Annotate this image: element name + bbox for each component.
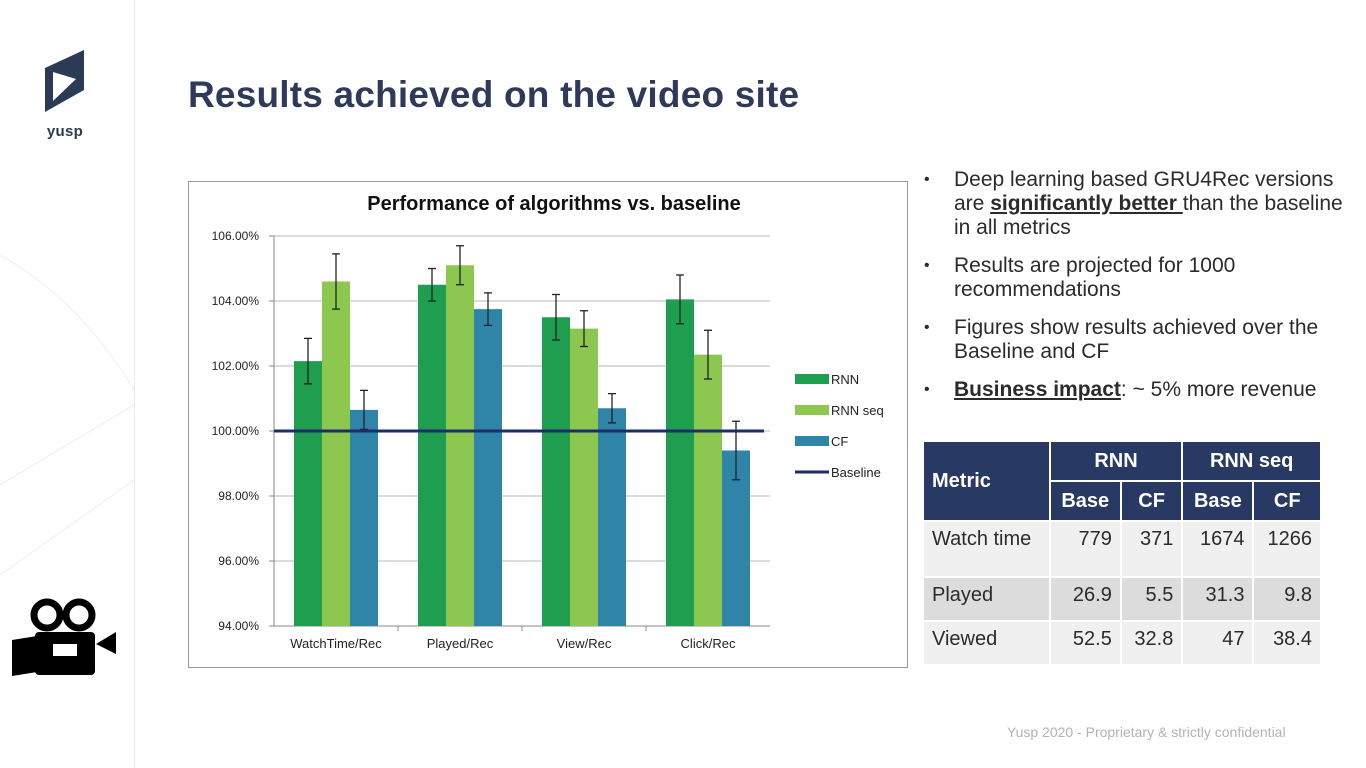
y-tick-label: 96.00% (218, 554, 259, 568)
bar-rnn (666, 299, 694, 626)
results-table: Metric RNN RNN seq Base CF Base CF Watch… (922, 440, 1322, 666)
table-cell: 371 (1119, 520, 1184, 578)
legend-swatch (795, 436, 829, 446)
table-cell: 9.8 (1252, 576, 1322, 622)
y-tick-label: 104.00% (212, 294, 260, 308)
sub-header: Base (1181, 480, 1255, 522)
table-cell: 26.9 (1048, 576, 1122, 622)
sub-header: Base (1048, 480, 1122, 522)
x-tick-label: View/Rec (557, 636, 612, 651)
legend-swatch (795, 405, 829, 415)
bullet-item: • Results are projected for 1000 recommen… (924, 254, 1236, 301)
page-title: Results achieved on the video site (188, 74, 800, 115)
key-points-list: • Deep learning based GRU4Rec versions ar… (922, 168, 1352, 416)
legend-label: Baseline (831, 465, 881, 480)
bar-cf (598, 408, 626, 626)
bar-rnn (418, 284, 446, 626)
logo-text: yusp (46, 123, 84, 140)
table-cell: 38.4 (1252, 620, 1322, 666)
bar-rnn-seq (570, 328, 598, 626)
x-tick-label: Played/Rec (427, 636, 494, 651)
footer-text: Yusp 2020 - Proprietary & strictly confi… (1007, 724, 1286, 740)
table-cell: 1674 (1181, 520, 1255, 578)
table-cell: 1266 (1252, 520, 1322, 578)
table-row: Viewed 52.5 32.8 47 38.4 (922, 620, 1322, 666)
legend-label: RNN seq (831, 403, 884, 418)
x-tick-label: Click/Rec (681, 636, 736, 651)
bullet-item: • Business impact: ~ 5% more revenue (924, 378, 1317, 401)
bar-cf (474, 309, 502, 626)
bar-cf (350, 409, 378, 626)
y-tick-label: 94.00% (218, 619, 259, 633)
background-decoration (0, 254, 135, 576)
yusp-logo: yusp (40, 48, 90, 140)
legend-swatch (795, 374, 829, 384)
legend-label: RNN (831, 372, 859, 387)
table-cell: 47 (1181, 620, 1255, 666)
chart-container: Performance of algorithms vs. baseline 94… (188, 181, 908, 668)
sub-header: CF (1119, 480, 1184, 522)
bar-rnn-seq (322, 281, 350, 626)
table-row: Played 26.9 5.5 31.3 9.8 (922, 576, 1322, 622)
bar-rnn (542, 317, 570, 626)
chart-title: Performance of algorithms vs. baseline (367, 193, 740, 215)
sub-header: CF (1252, 480, 1322, 522)
group-header-rnn: RNN (1048, 440, 1184, 482)
table-cell: 31.3 (1181, 576, 1255, 622)
row-metric: Played (922, 576, 1051, 622)
table-cell: 779 (1048, 520, 1122, 578)
bar-rnn (294, 361, 322, 626)
table-cell: 5.5 (1119, 576, 1184, 622)
y-tick-label: 106.00% (212, 229, 260, 243)
metric-header: Metric (922, 440, 1051, 522)
video-camera-icon (12, 598, 116, 676)
bullet-item: • Deep learning based GRU4Rec versions ar… (924, 168, 1343, 239)
bar-chart: Performance of algorithms vs. baseline 94… (212, 193, 884, 651)
bar-rnn-seq (446, 265, 474, 626)
bar-rnn-seq (694, 354, 722, 626)
table-cell: 52.5 (1048, 620, 1122, 666)
bullet-item: • Figures show results achieved over the … (924, 316, 1319, 363)
row-metric: Watch time (922, 520, 1051, 578)
group-header-rnn-seq: RNN seq (1181, 440, 1322, 482)
y-tick-label: 100.00% (212, 424, 260, 438)
yusp-play-logo-icon (45, 50, 84, 112)
y-tick-label: 98.00% (218, 489, 259, 503)
legend-label: CF (831, 434, 848, 449)
x-tick-label: WatchTime/Rec (290, 636, 382, 651)
y-tick-label: 102.00% (212, 359, 260, 373)
table-row: Watch time 779 371 1674 1266 (922, 520, 1322, 578)
sidebar-divider (134, 0, 135, 768)
row-metric: Viewed (922, 620, 1051, 666)
table-cell: 32.8 (1119, 620, 1184, 666)
